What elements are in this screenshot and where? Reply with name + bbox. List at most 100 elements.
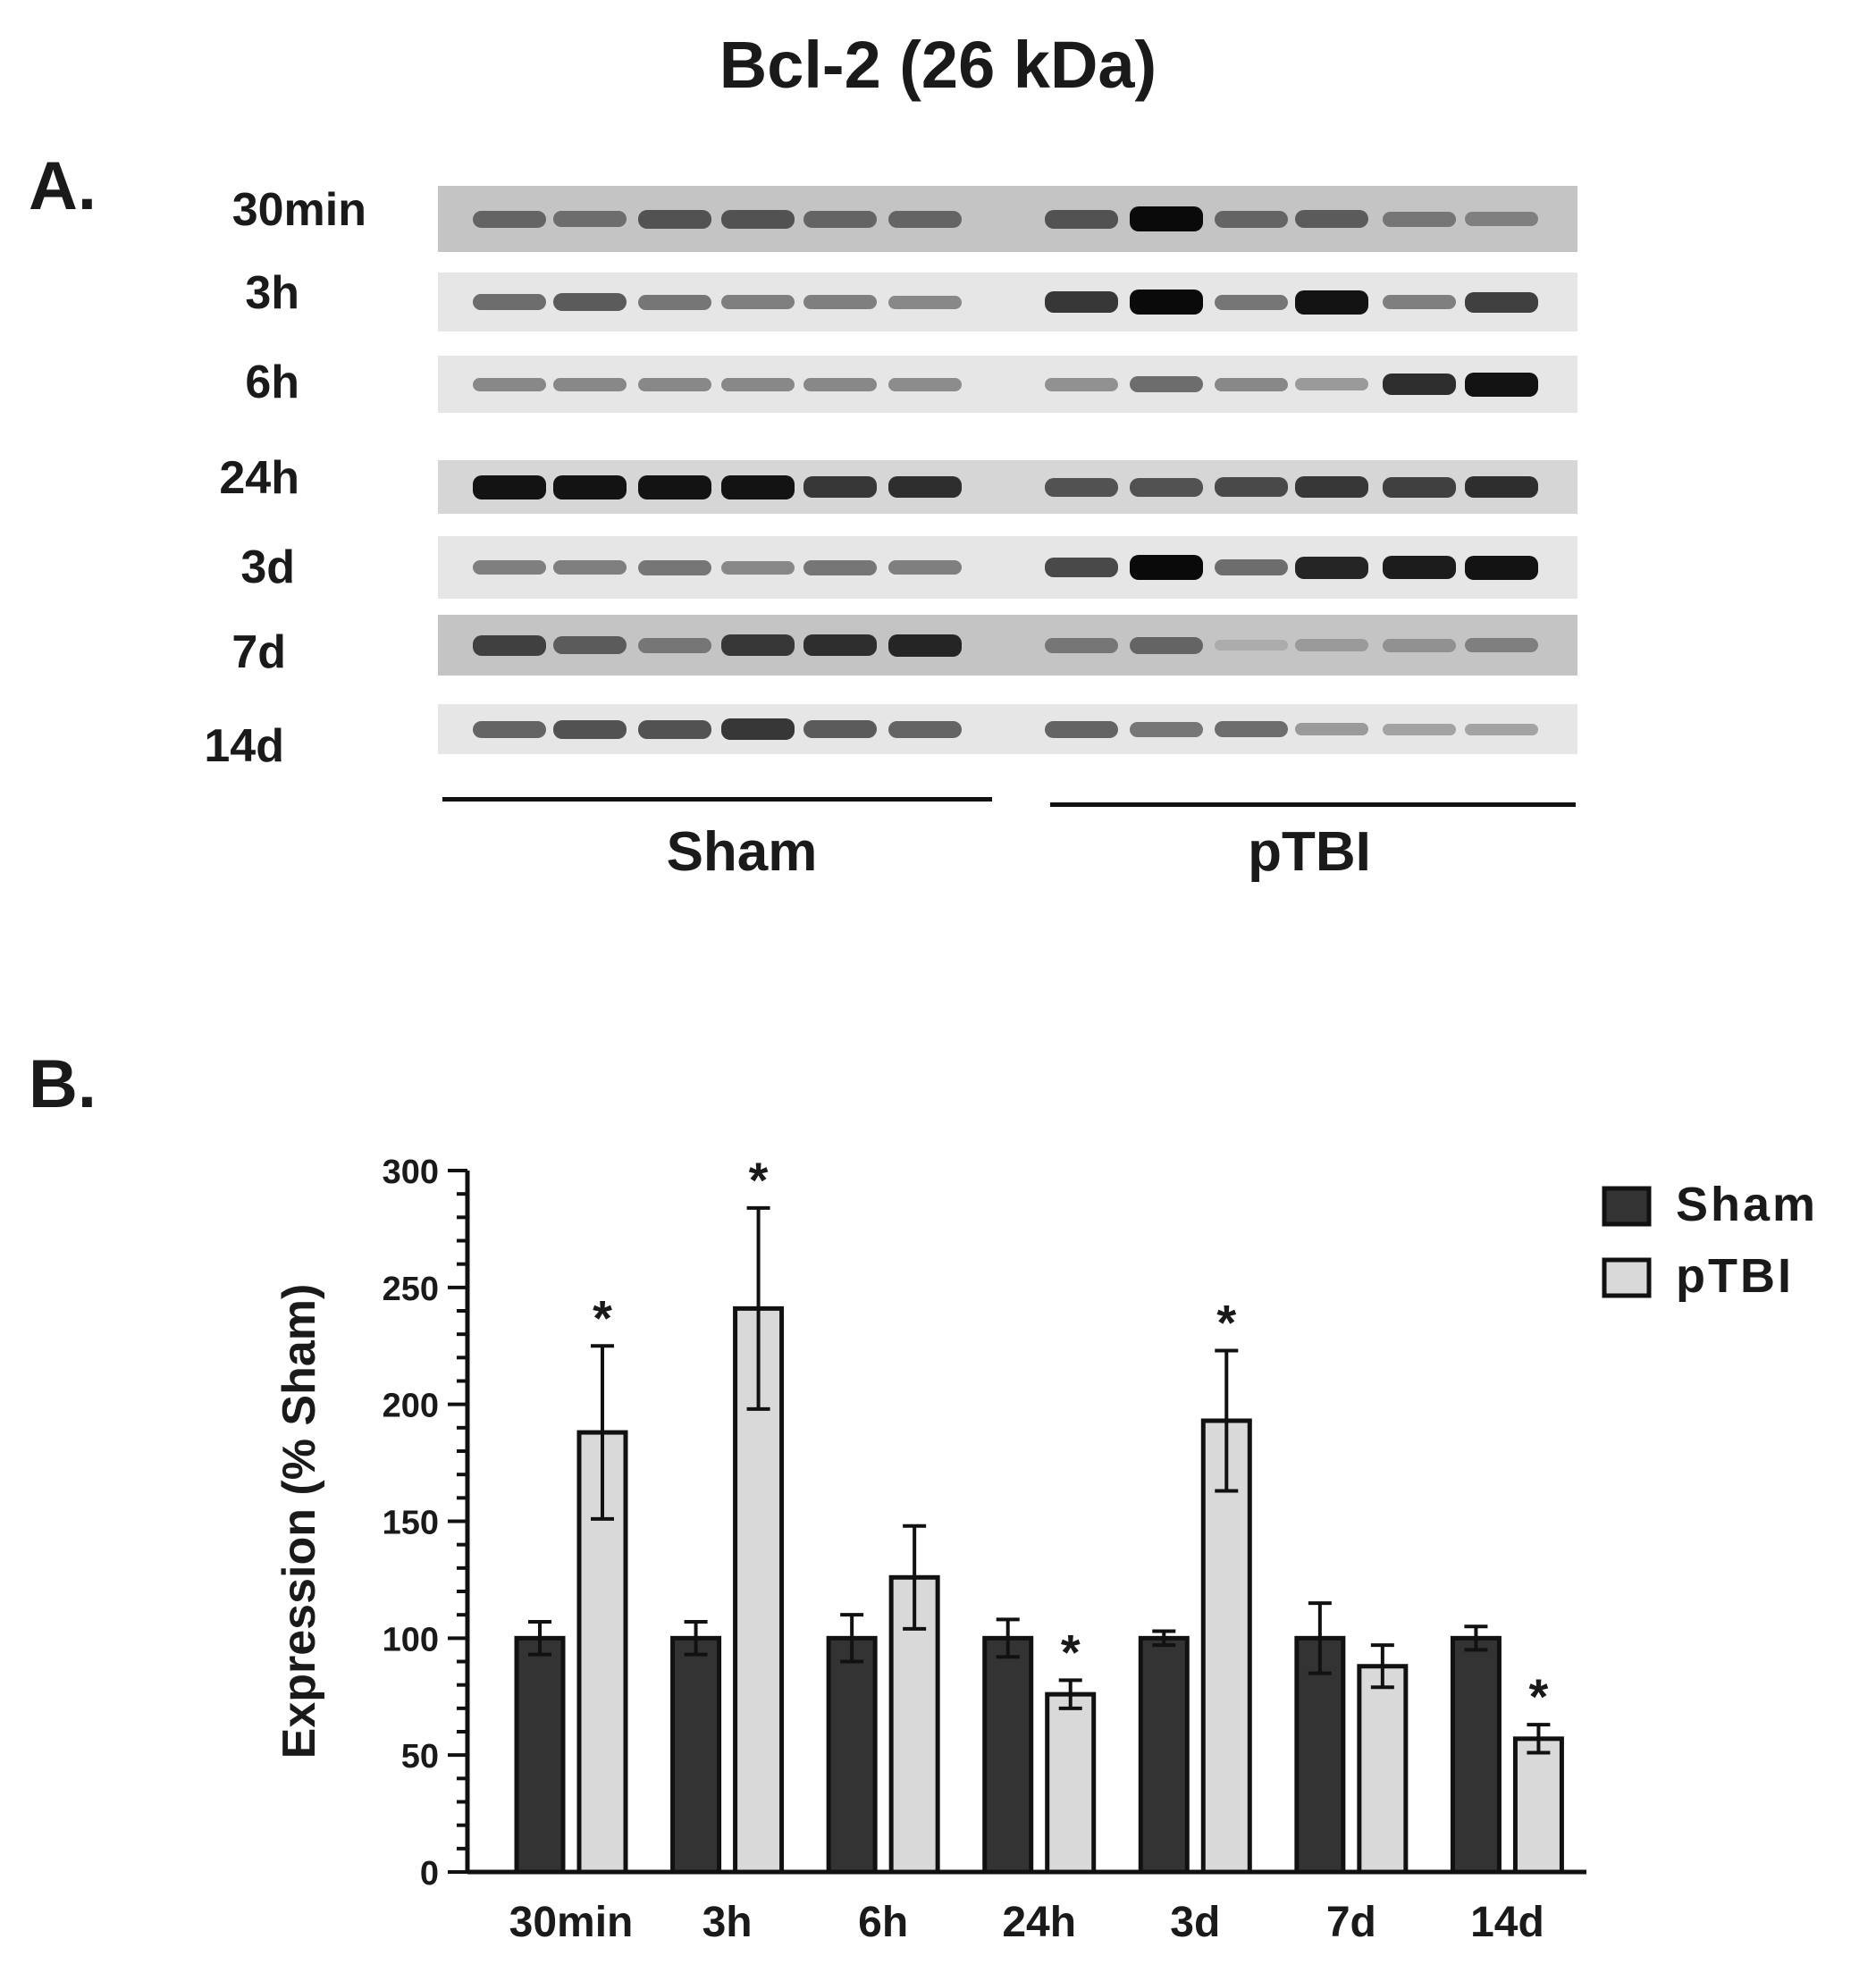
sham-band (553, 377, 627, 391)
bar-chart: 0 50 100 150 200 250 300 Expression (% Sham) * 30… (273, 1152, 1818, 1946)
ptbi-bar (1045, 1691, 1097, 1875)
x-tick-label: 24h (1002, 1899, 1076, 1946)
y-tick-label: 50 (401, 1738, 439, 1775)
ptbi-band (1045, 720, 1118, 738)
sham-group-label: Sham (666, 821, 818, 883)
sham-bar (670, 1635, 722, 1875)
ptbi-band (1465, 291, 1538, 313)
sham-band (638, 474, 711, 499)
sham-band (721, 209, 795, 229)
sham-group-line (442, 797, 992, 802)
sham-band (888, 295, 962, 309)
ptbi-band (1045, 637, 1118, 653)
sham-bar (1138, 1635, 1190, 1875)
x-tick-label: 14d (1470, 1899, 1544, 1946)
ptbi-bar (1357, 1664, 1409, 1875)
ptbi-band (1215, 210, 1288, 228)
sham-band (721, 634, 795, 656)
x-tick-label: 30min (509, 1899, 634, 1946)
y-tick-label: 150 (383, 1505, 439, 1542)
ptbi-band (1215, 477, 1288, 497)
x-tick-label: 6h (858, 1899, 908, 1946)
ptbi-band (1383, 723, 1456, 735)
sham-bar (982, 1635, 1034, 1875)
ptbi-band (1130, 290, 1203, 315)
sham-band (553, 293, 627, 311)
legend-label: Sham (1676, 1178, 1818, 1231)
ptbi-band (1295, 639, 1368, 651)
sham-bar (514, 1635, 566, 1875)
x-tick-label: 7d (1326, 1899, 1376, 1946)
blot-row-label: 24h (219, 452, 299, 504)
sham-band (473, 560, 546, 575)
sham-band (473, 634, 546, 656)
significance-star: * (1529, 1668, 1549, 1725)
sham-band (721, 718, 795, 740)
sham-band (803, 634, 877, 656)
sham-band (473, 474, 546, 499)
ptbi-band (1130, 477, 1203, 497)
legend-swatch (1602, 1257, 1652, 1298)
ptbi-band (1045, 291, 1118, 313)
sham-band (803, 559, 877, 575)
sham-band (803, 720, 877, 738)
ptbi-band (1045, 209, 1118, 229)
blot-row-label: 3d (240, 541, 295, 593)
ptbi-band (1045, 558, 1118, 577)
sham-band (638, 559, 711, 575)
ptbi-band (1383, 476, 1456, 498)
sham-band (888, 634, 962, 657)
ptbi-band (1130, 206, 1203, 231)
sham-band (638, 637, 711, 653)
sham-band (803, 476, 877, 498)
ptbi-bar (1512, 1736, 1564, 1875)
significance-star: * (749, 1152, 769, 1208)
panel-b-label: B. (29, 1046, 97, 1122)
y-axis-label: Expression (% Sham) (273, 1284, 325, 1759)
ptbi-band (1383, 374, 1456, 395)
blot-row-label: 14d (204, 720, 284, 772)
legend-label: pTBI (1676, 1249, 1794, 1303)
significance-star: * (593, 1289, 612, 1346)
y-tick-label: 300 (383, 1154, 439, 1191)
x-tick-label: 3h (702, 1899, 753, 1946)
ptbi-band (1383, 211, 1456, 227)
sham-band (638, 719, 711, 739)
sham-band (553, 560, 627, 575)
panel-a-label: A. (29, 148, 97, 224)
x-tick-label: 3d (1170, 1899, 1220, 1946)
ptbi-band (1465, 555, 1538, 580)
ptbi-band (1465, 723, 1538, 735)
blot-row-label: 7d (231, 626, 286, 678)
sham-band (888, 560, 962, 575)
sham-band (888, 476, 962, 498)
significance-star: * (1061, 1624, 1081, 1680)
sham-bar (826, 1635, 878, 1875)
sham-band (473, 377, 546, 391)
ptbi-band (1295, 210, 1368, 228)
ptbi-band (1465, 638, 1538, 652)
sham-band (473, 720, 546, 738)
ptbi-band (1465, 212, 1538, 226)
ptbi-band (1383, 295, 1456, 309)
ptbi-band (1383, 638, 1456, 652)
ptbi-band (1045, 477, 1118, 497)
sham-band (803, 377, 877, 391)
ptbi-band (1465, 372, 1538, 397)
y-tick-label: 100 (383, 1621, 439, 1658)
ptbi-group-label: pTBI (1248, 821, 1371, 883)
legend-swatch (1602, 1186, 1652, 1227)
sham-band (473, 294, 546, 310)
sham-band (553, 474, 627, 499)
ptbi-band (1215, 294, 1288, 310)
ptbi-band (1465, 476, 1538, 498)
sham-band (553, 636, 627, 654)
sham-band (803, 295, 877, 309)
sham-band (721, 474, 795, 499)
ptbi-band (1215, 377, 1288, 391)
ptbi-band (1215, 559, 1288, 575)
sham-bar (1450, 1635, 1502, 1875)
ptbi-band (1295, 723, 1368, 735)
sham-band (553, 211, 627, 227)
significance-star: * (1216, 1294, 1236, 1350)
